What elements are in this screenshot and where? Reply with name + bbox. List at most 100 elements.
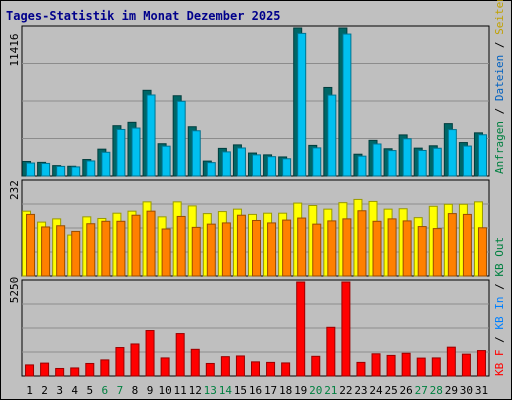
- requests-panel-dateien-bar: [86, 160, 96, 177]
- requests-panel-dateien-bar: [131, 127, 141, 177]
- requests-panel-dateien-bar: [71, 166, 81, 177]
- traffic-panel-kb-f-bar: [55, 367, 65, 377]
- sites-panel-rechner-ip-adressen--bar: [56, 225, 66, 277]
- requests-panel-dateien-bar: [387, 150, 397, 177]
- requests-panel-dateien-bar: [267, 156, 277, 177]
- x-tick-label: 27: [415, 384, 428, 397]
- requests-panel-dateien-bar: [462, 145, 472, 177]
- x-tick-label: 20: [309, 384, 322, 397]
- x-tick-label: 7: [117, 384, 124, 397]
- sites-panel-rechner-ip-adressen--bar: [176, 215, 186, 277]
- requests-panel-ymax-label: 11416: [8, 33, 21, 66]
- traffic-panel-kb-f-bar: [356, 361, 366, 377]
- traffic-panel-kb-f-bar: [386, 354, 396, 377]
- sites-panel-rechner-ip-adressen--bar: [236, 214, 246, 277]
- sites-panel-rechner-ip-adressen--bar: [282, 219, 292, 277]
- traffic-panel-kb-f-bar: [205, 362, 215, 377]
- x-tick-label: 10: [158, 384, 171, 397]
- traffic-panel-kb-f-bar: [175, 333, 185, 377]
- requests-panel-dateien-bar: [252, 154, 261, 177]
- traffic-panel-kb-f-bar: [85, 362, 95, 377]
- legend-item: KB F: [493, 350, 506, 377]
- legend-item: Dateien: [493, 55, 506, 101]
- x-tick-label: 24: [369, 384, 383, 397]
- requests-panel-dateien-bar: [116, 128, 126, 177]
- requests-panel-dateien-bar: [161, 145, 171, 177]
- x-tick-label: 17: [264, 384, 277, 397]
- sites-panel-rechner-ip-adressen--bar: [417, 226, 427, 277]
- traffic-panel-kb-f-bar: [311, 355, 321, 377]
- traffic-panel-kb-f-bar: [266, 361, 276, 377]
- sites-panel-rechner-ip-adressen--bar: [101, 220, 111, 277]
- requests-panel-dateien-bar: [432, 147, 442, 177]
- sites-panel-ymax-label: 232: [8, 180, 21, 200]
- traffic-panel-kb-f-bar: [145, 330, 155, 377]
- sites-panel-rechner-ip-adressen--bar: [342, 218, 352, 277]
- traffic-panel-kb-f-bar: [40, 362, 50, 377]
- x-tick-label: 15: [234, 384, 247, 397]
- traffic-panel-kb-f-bar: [115, 347, 125, 377]
- legend-item: Seiten: [493, 0, 506, 35]
- x-tick-label: 1: [26, 384, 33, 397]
- x-tick-label: 5: [86, 384, 93, 397]
- legend-separator: /: [493, 35, 506, 55]
- traffic-panel-kb-f-bar: [431, 357, 441, 377]
- x-tick-label: 25: [384, 384, 397, 397]
- requests-panel-dateien-bar: [176, 100, 186, 177]
- traffic-panel-kb-f-bar: [251, 361, 260, 377]
- sites-panel-rechner-ip-adressen--bar: [221, 222, 231, 277]
- sites-panel-rechner-ip-adressen--bar: [191, 226, 201, 277]
- sites-panel-rechner-ip-adressen--bar: [447, 213, 457, 277]
- sites-panel-rechner-ip-adressen--bar: [267, 222, 277, 277]
- requests-panel-dateien-bar: [402, 138, 412, 177]
- traffic-panel-kb-f-bar: [371, 353, 381, 377]
- requests-panel-dateien-bar: [372, 143, 382, 177]
- traffic-panel-kb-f-bar: [341, 281, 351, 377]
- x-tick-label: 22: [339, 384, 352, 397]
- legend-separator: /: [493, 101, 506, 121]
- traffic-panel-kb-f-bar: [281, 362, 291, 377]
- traffic-panel-kb-f-bar: [461, 353, 471, 377]
- traffic-panel-kb-f-bar: [326, 326, 336, 377]
- sites-panel-rechner-ip-adressen--bar: [357, 210, 367, 277]
- x-tick-label: 26: [400, 384, 413, 397]
- sites-panel-rechner-ip-adressen--bar: [327, 220, 337, 277]
- sites-panel-rechner-ip-adressen--bar: [71, 230, 81, 277]
- traffic-panel-kb-f-bar: [235, 355, 245, 377]
- requests-panel-dateien-bar: [447, 129, 457, 177]
- traffic-panel-kb-f-bar: [130, 343, 140, 377]
- sites-panel-rechner-ip-adressen--bar: [387, 218, 397, 277]
- requests-panel-dateien-bar: [206, 162, 216, 177]
- requests-panel-dateien-bar: [221, 151, 231, 177]
- x-tick-label: 13: [204, 384, 217, 397]
- sites-panel-rechner-ip-adressen--bar: [206, 223, 216, 277]
- sites-panel-rechner-ip-adressen--bar: [477, 227, 487, 277]
- sites-panel-rechner-ip-adressen--bar: [372, 220, 382, 277]
- sites-panel-rechner-ip-adressen--bar: [116, 220, 126, 277]
- x-tick-label: 4: [71, 384, 78, 397]
- requests-panel-dateien-bar: [236, 147, 246, 177]
- traffic-panel-kb-f-bar: [190, 348, 200, 377]
- traffic-panel-kb-f-bar: [446, 346, 456, 377]
- sites-panel-rechner-ip-adressen--bar: [252, 219, 261, 277]
- x-tick-label: 21: [324, 384, 337, 397]
- x-tick-label: 16: [249, 384, 262, 397]
- requests-panel-dateien-bar: [312, 147, 322, 177]
- traffic-panel-kb-f-bar: [160, 357, 170, 377]
- sites-panel-rechner-ip-adressen--bar: [432, 228, 442, 277]
- legend-top: Anfragen / Dateien / Seiten / Rechner (I…: [493, 0, 506, 174]
- traffic-panel-kb-f-bar: [476, 350, 486, 377]
- requests-panel-dateien-bar: [26, 162, 36, 177]
- sites-panel-rechner-ip-adressen--bar: [86, 223, 96, 277]
- requests-panel-dateien-bar: [101, 151, 111, 177]
- requests-panel-dateien-bar: [357, 155, 367, 177]
- sites-panel-rechner-ip-adressen--bar: [161, 228, 171, 277]
- legend-separator: /: [493, 277, 506, 297]
- x-tick-label: 29: [445, 384, 458, 397]
- requests-panel-dateien-bar: [41, 162, 51, 177]
- requests-panel-dateien-bar: [56, 165, 66, 177]
- x-tick-label: 28: [430, 384, 443, 397]
- x-tick-label: 30: [460, 384, 473, 397]
- traffic-panel-kb-f-bar: [100, 359, 110, 377]
